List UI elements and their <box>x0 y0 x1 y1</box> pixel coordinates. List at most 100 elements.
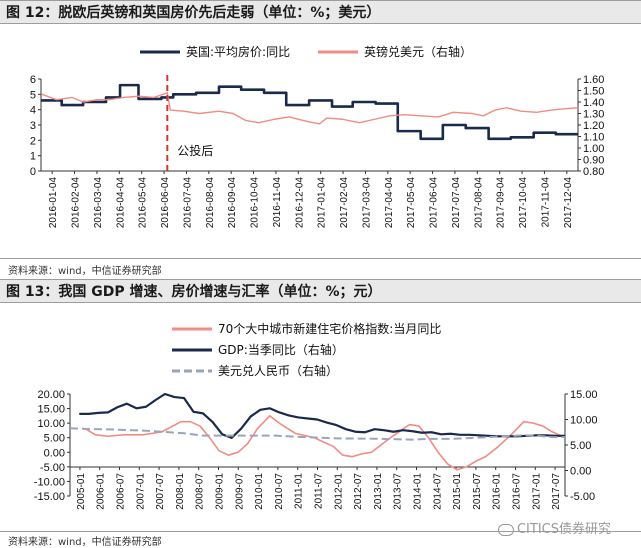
figure12-divider <box>0 258 641 259</box>
series-line-1 <box>85 415 563 471</box>
y-left-tick-label: 5 <box>30 89 36 101</box>
x-tick-label: 2016-08-04 <box>205 177 216 229</box>
x-tick-label: 2005-01 <box>76 473 87 510</box>
y-left-tick-label: -5.00 <box>40 462 65 474</box>
y-right-tick-label: 1.10 <box>583 132 604 144</box>
legend-label-1: 英国:平均房价:同比 <box>186 44 290 59</box>
y-right-tick-label: 0.80 <box>583 166 604 178</box>
y-left-tick-label: 1 <box>30 151 36 163</box>
x-tick-label: 2016-12-04 <box>294 177 305 229</box>
x-tick-label: 2017-03-04 <box>361 177 372 229</box>
figure12-chart: 0 1 2 3 4 5 6 0.800.901.001.101.201.301.401.501… <box>30 44 605 229</box>
x-tick-label: 2006-07 <box>116 473 127 510</box>
x-tick-label: 2017-08-04 <box>473 177 484 229</box>
x-tick-label: 2017-09-04 <box>496 177 507 229</box>
x-tick-label: 2017-01-04 <box>317 177 328 229</box>
y-left-tick-label: 15.00 <box>37 404 65 416</box>
legend-label-3: 美元兑人民币（右轴） <box>218 363 338 378</box>
y-left-tick-label: 2 <box>30 135 36 147</box>
x-tick-label: 2014-01 <box>413 473 424 510</box>
y-left-tick-label: 5.00 <box>44 433 65 445</box>
x-tick-label: 2008-07 <box>195 473 206 510</box>
x-tick-label: 2010-01 <box>254 473 265 510</box>
figure13-chart: 20.00 15.00 10.00 5.00 0.00 -5.00 -10.00 -15.00… <box>34 321 598 510</box>
y-left-tick-label: -15.00 <box>34 491 65 503</box>
y-right-tick-label: 0.90 <box>583 155 604 167</box>
x-tick-label: 2017-07 <box>551 473 562 510</box>
x-tick-label: 2006-01 <box>96 473 107 510</box>
x-tick-label: 2016-01 <box>492 473 503 510</box>
event-marker-label: 公投后 <box>177 143 213 158</box>
figure13-source: 资料来源：wind，中信证券研究部 <box>8 537 162 548</box>
y-right-tick-label: 1.40 <box>583 97 604 109</box>
x-tick-label: 2017-11-04 <box>540 177 551 228</box>
y-right-tick-label: 1.60 <box>583 74 604 86</box>
x-tick-label: 2014-07 <box>432 473 443 510</box>
x-tick-label: 2008-01 <box>175 473 186 510</box>
x-tick-label: 2015-01 <box>452 473 463 510</box>
wechat-icon <box>497 523 514 536</box>
figure12-title: 图 12：脱欧后英镑和英国房价先后走弱（单位：%；美元） <box>0 0 641 24</box>
x-tick-label: 2013-01 <box>373 473 384 510</box>
x-tick-label: 2016-03-04 <box>93 177 104 229</box>
x-tick-label: 2016-02-04 <box>71 177 82 229</box>
x-tick-label: 2017-04-04 <box>384 177 395 229</box>
x-tick-label: 2012-07 <box>353 473 364 510</box>
y-left-tick-label: 6 <box>30 74 36 86</box>
x-tick-label: 2011-01 <box>294 473 305 509</box>
y-right-tick-label: 1.20 <box>583 120 604 132</box>
x-tick-label: 2012-01 <box>333 473 344 510</box>
x-tick-label: 2016-01-04 <box>48 177 59 229</box>
x-tick-label: 2016-06-04 <box>160 177 171 229</box>
x-tick-label: 2009-07 <box>234 473 245 510</box>
y-right-tick-label: 0.00 <box>570 466 591 478</box>
x-tick-label: 2016-10-04 <box>250 177 261 229</box>
y-right-tick-label: -5.00 <box>570 491 595 503</box>
y-right-tick-label: 15.00 <box>570 389 598 401</box>
x-tick-label: 2016-05-04 <box>138 177 149 229</box>
y-left-tick-label: 0.00 <box>44 447 65 459</box>
x-tick-label: 2007-01 <box>135 473 146 510</box>
legend-label-1: 70个大中城市新建住宅价格指数:当月同比 <box>218 321 441 336</box>
figure13-divider <box>0 531 641 532</box>
x-tick-label: 2017-07-04 <box>451 177 462 229</box>
x-tick-label: 2017-05-04 <box>406 177 417 229</box>
x-tick-label: 2011-07 <box>314 473 325 509</box>
x-tick-label: 2015-07 <box>472 473 483 510</box>
series-line-3 <box>69 427 565 441</box>
x-tick-label: 2017-12-04 <box>563 177 574 229</box>
x-tick-label: 2013-07 <box>393 473 404 510</box>
x-tick-label: 2007-07 <box>155 473 166 510</box>
figure12-source: 资料来源：wind，中信证券研究部 <box>8 266 162 277</box>
x-tick-label: 2016-07-04 <box>182 177 193 229</box>
x-tick-label: 2016-04-04 <box>115 177 126 229</box>
y-right-tick-label: 1.30 <box>583 109 604 121</box>
x-tick-label: 2017-02-04 <box>339 177 350 229</box>
x-tick-label: 2009-01 <box>215 473 226 510</box>
x-tick-label: 2016-07 <box>512 473 523 510</box>
y-left-tick-label: 3 <box>30 120 36 132</box>
y-left-tick-label: 10.00 <box>37 418 65 430</box>
x-tick-label: 2016-11-04 <box>272 177 283 228</box>
watermark-text: CITICS债券研究 <box>516 522 611 537</box>
y-right-tick-label: 5.00 <box>570 440 591 452</box>
watermark: CITICS债券研究 <box>497 518 611 537</box>
legend-label-2: GDP:当季同比（右轴） <box>218 342 344 357</box>
x-tick-label: 2016-09-04 <box>227 177 238 229</box>
y-left-tick-label: 4 <box>30 105 36 117</box>
x-tick-label: 2017-10-04 <box>518 177 529 229</box>
legend-label-2: 英镑兑美元（右轴） <box>364 44 472 59</box>
figure13-title: 图 13：我国 GDP 增速、房价增速与汇率（单位：%；元） <box>0 279 641 303</box>
y-right-tick-label: 1.50 <box>583 86 604 98</box>
x-tick-label: 2010-07 <box>274 473 285 510</box>
series-line-2 <box>79 392 565 439</box>
series-line-2 <box>40 92 579 125</box>
y-left-tick-label: 20.00 <box>37 389 65 401</box>
y-right-tick-label: 10.00 <box>570 415 598 427</box>
y-left-tick-label: 0 <box>30 166 36 178</box>
x-tick-label: 2017-06-04 <box>429 177 440 229</box>
y-right-tick-label: 1.00 <box>583 143 604 155</box>
series-line-1 <box>41 83 578 141</box>
y-left-tick-label: -10.00 <box>34 476 65 488</box>
x-tick-label: 2017-01 <box>531 473 542 510</box>
